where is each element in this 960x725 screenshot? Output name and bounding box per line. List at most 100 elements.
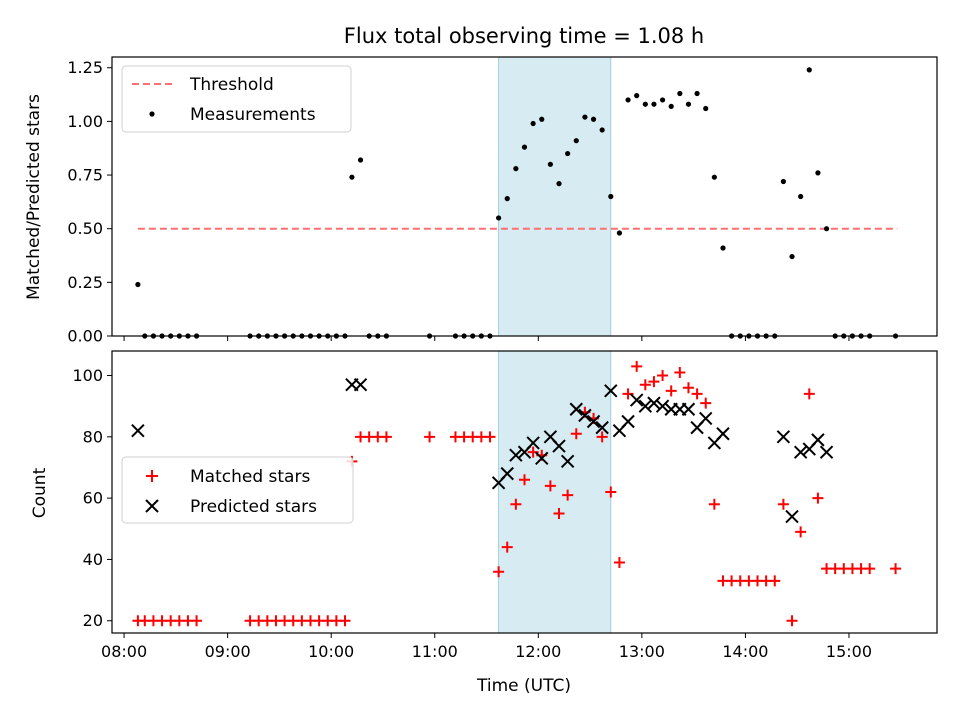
predicted-star-point <box>552 439 566 453</box>
matched-star-point <box>648 376 660 388</box>
top-plot-frame <box>111 56 938 337</box>
bottom-y-tick-label: 100 <box>72 366 103 385</box>
bottom-plot-frame <box>111 350 938 634</box>
measurement-point <box>798 193 804 200</box>
measurement-point <box>823 226 830 232</box>
predicted-star-point <box>776 430 791 444</box>
bottom-legend-box <box>121 456 354 524</box>
predicted-star-point <box>578 408 592 423</box>
measurement-point <box>815 170 821 176</box>
bottom-y-tick-label: 20 <box>83 611 103 630</box>
measurement-point <box>357 157 364 163</box>
measurement-point <box>685 101 692 107</box>
measurement-point <box>711 174 717 180</box>
matched-star-point <box>674 366 686 378</box>
bottom-shaded-region <box>498 350 612 634</box>
bottom-x-tick-label: 11:00 <box>412 642 458 661</box>
top-y-axis-label: Matched/Predicted stars <box>24 94 44 300</box>
matched-star-point <box>424 431 436 443</box>
matched-star-point <box>777 498 789 510</box>
top-plot-panel: 0.00 0.25 0.50 0.75 1.00 1.25 Matched/Predict… <box>24 56 938 346</box>
matched-star-point <box>700 397 712 409</box>
measurement-point <box>806 67 812 73</box>
matched-star-point <box>596 431 608 443</box>
top-axis-ticks: 0.00 0.25 0.50 0.75 1.00 1.25 <box>67 58 850 346</box>
legend-predicted-swatch <box>145 499 159 513</box>
matched-star-point <box>639 379 651 391</box>
measurement-point <box>573 138 579 144</box>
matched-star-point <box>682 382 694 394</box>
matched-star-point <box>613 557 625 568</box>
measurement-point <box>703 105 709 112</box>
legend-threshold-label: Threshold <box>189 75 274 95</box>
measurement-point <box>677 90 683 97</box>
matched-star-point <box>553 507 565 519</box>
matched-star-point <box>510 498 522 510</box>
measurement-point <box>496 215 502 221</box>
bottom-legend: Matched stars Predicted stars <box>121 456 354 524</box>
predicted-star-point <box>793 445 808 459</box>
measurement-point <box>668 103 674 109</box>
measurement-point <box>608 193 614 200</box>
matched-star-point <box>191 615 203 627</box>
predicted-star-point <box>560 454 575 469</box>
predicted-star-point <box>569 402 583 416</box>
measurement-point <box>530 120 536 127</box>
measurement-point <box>720 245 726 251</box>
matched-star-point <box>812 492 824 504</box>
predicted-star-point <box>526 436 540 450</box>
matched-star-point <box>890 563 902 575</box>
measurement-point <box>789 253 795 260</box>
matched-star-point <box>657 370 669 382</box>
bottom-x-tick-label: 09:00 <box>205 642 251 661</box>
matched-star-point <box>864 563 876 575</box>
top-shaded-region <box>498 56 612 337</box>
matched-star-point <box>631 360 643 372</box>
measurement-point <box>634 93 640 99</box>
matched-star-point <box>562 489 574 501</box>
measurement-point <box>694 90 700 97</box>
matched-star-point <box>691 388 703 400</box>
matched-star-point <box>339 615 351 627</box>
predicted-star-point <box>629 393 644 407</box>
predicted-star-point <box>699 411 713 426</box>
bottom-x-tick-label: 13:00 <box>619 642 665 661</box>
legend-measurements-label: Measurements <box>190 105 316 125</box>
predicted-star-point <box>716 427 730 441</box>
measurement-point <box>780 178 786 185</box>
measurement-point <box>349 174 355 180</box>
bottom-y-axis-label: Count <box>30 467 50 518</box>
measurement-point <box>616 230 623 236</box>
predicted-star-point <box>595 420 609 435</box>
predicted-star-point <box>535 451 549 465</box>
top-y-tick-label: 0.25 <box>67 273 103 292</box>
measurement-point <box>135 281 141 288</box>
top-y-tick-label: 1.25 <box>67 58 103 77</box>
bottom-x-tick-label: 08:00 <box>101 642 147 661</box>
predicted-star-point <box>586 414 601 429</box>
predicted-star-point <box>621 414 635 429</box>
top-y-tick-label: 0.75 <box>67 166 103 185</box>
matched-star-point <box>803 388 815 400</box>
chart-title: Flux total observing time = 1.08 h <box>344 24 704 48</box>
bottom-data-marks <box>131 360 902 627</box>
bottom-axis-ticks: 20 40 60 80 100 08:00 09:00 10:00 11:00 12:00 13:0… <box>72 366 872 661</box>
matched-star-point <box>544 480 556 492</box>
predicted-star-point <box>353 378 368 392</box>
matched-star-point <box>380 431 392 443</box>
bottom-x-tick-label: 15:00 <box>826 642 872 661</box>
predicted-star-point <box>131 423 145 438</box>
top-y-tick-label: 0.50 <box>67 219 103 238</box>
measurement-point <box>642 101 648 107</box>
matched-star-point <box>665 385 677 397</box>
legend-measurements-swatch <box>149 111 155 117</box>
predicted-star-point <box>681 402 696 416</box>
predicted-star-point <box>604 384 618 398</box>
bottom-y-tick-label: 80 <box>83 427 103 446</box>
matched-star-point <box>795 526 807 538</box>
matched-star-point <box>519 474 530 486</box>
predicted-star-point <box>655 399 670 413</box>
measurement-point <box>599 127 605 133</box>
legend-matched-swatch <box>146 470 158 482</box>
